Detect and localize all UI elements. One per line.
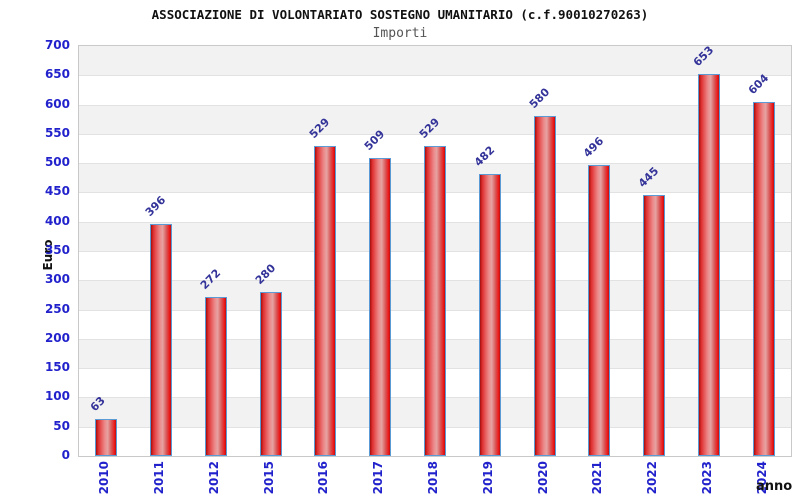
bar-2018 [424, 146, 446, 456]
bar-2016 [314, 146, 337, 456]
bar-2011 [150, 224, 173, 456]
x-tick-label: 2019 [480, 461, 495, 495]
y-tick-label: 700 [44, 38, 70, 52]
bar-2024 [752, 102, 775, 456]
grid-band [79, 75, 791, 105]
x-tick-label: 2010 [97, 461, 112, 495]
y-tick-label: 100 [44, 389, 70, 404]
x-tick-label: 2021 [590, 461, 605, 495]
x-tick-label: 2017 [371, 461, 386, 495]
bar-2010 [95, 419, 118, 456]
y-tick-label: 50 [53, 418, 70, 433]
x-tick-label: 2012 [206, 461, 221, 495]
grid-band [79, 104, 791, 134]
bar-2023 [697, 74, 720, 456]
x-tick-label: 2022 [645, 461, 660, 495]
x-axis-label: anno [756, 479, 793, 494]
y-tick-label: 600 [44, 96, 70, 111]
y-tick-label: 0 [61, 448, 70, 462]
y-tick-label: 650 [44, 67, 70, 82]
bar-2019 [478, 174, 501, 456]
x-tick-label: 2018 [426, 461, 440, 495]
bar-2022 [643, 195, 666, 456]
x-tick-label: 2023 [699, 461, 714, 495]
y-tick-label: 300 [44, 272, 70, 287]
y-tick-label: 400 [44, 213, 70, 228]
x-tick-label: 2020 [535, 461, 550, 495]
x-tick-label: 2016 [316, 461, 331, 495]
grid-band [79, 46, 791, 76]
y-tick-label: 550 [44, 125, 70, 140]
y-tick-label: 250 [44, 301, 70, 316]
y-tick-label: 350 [44, 243, 70, 257]
y-tick-label: 450 [44, 184, 70, 199]
bar-2020 [533, 116, 556, 456]
x-tick-label: 2011 [152, 461, 167, 495]
bar-2015 [259, 292, 282, 456]
x-tick-label: 2015 [261, 461, 276, 495]
y-tick-label: 150 [44, 360, 70, 375]
bar-2017 [369, 158, 392, 456]
chart-title: ASSOCIAZIONE DI VOLONTARIATO SOSTEGNO UM… [151, 7, 649, 22]
chart-subtitle: Importi [372, 26, 428, 41]
bar-2021 [588, 165, 611, 456]
y-tick-label: 500 [44, 155, 70, 170]
bar-2012 [204, 297, 227, 456]
y-tick-label: 200 [44, 330, 70, 345]
plot-area: 63 396 272 280 529 509 529 482 580 496 445 653 604 [78, 44, 792, 457]
